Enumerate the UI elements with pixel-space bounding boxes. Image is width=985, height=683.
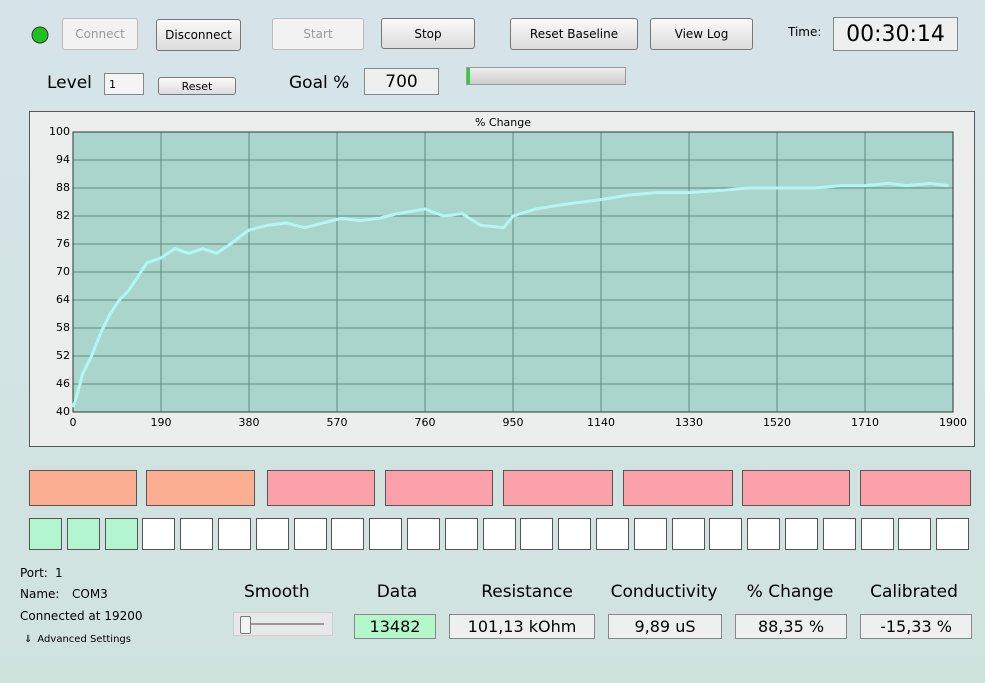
level-cell (293, 518, 327, 550)
status-led (31, 26, 49, 44)
x-tick-label: 950 (503, 416, 524, 429)
advanced-settings-toggle[interactable]: ⇓ Advanced Settings (24, 634, 131, 645)
level-cell (104, 518, 138, 550)
level-cell (407, 518, 440, 550)
y-tick-label: 82 (56, 209, 70, 222)
level-cell (596, 518, 629, 550)
level-cell (860, 518, 894, 550)
indicator-box (267, 470, 375, 506)
level-label: Level (47, 73, 92, 93)
readout-value: 9,89 uS (608, 614, 722, 639)
name-value: COM3 (72, 587, 108, 601)
indicator-box (29, 470, 137, 506)
level-reset-button[interactable]: Reset (158, 77, 236, 95)
start-button[interactable]: Start (272, 18, 364, 50)
level-cell (331, 518, 365, 550)
x-tick-label: 190 (151, 416, 172, 429)
goal-input[interactable]: 700 (364, 68, 439, 95)
level-cell (822, 518, 856, 550)
progress-fill (467, 68, 470, 84)
y-tick-label: 40 (56, 405, 70, 418)
view-log-button[interactable]: View Log (650, 18, 753, 50)
smooth-label: Smooth (244, 582, 310, 602)
time-label: Time: (788, 25, 822, 39)
readout-label: Data (376, 582, 418, 602)
chart-title: % Change (475, 116, 531, 129)
y-tick-label: 100 (49, 125, 70, 138)
indicator-box (503, 470, 613, 506)
readout-label: Conductivity (610, 582, 718, 602)
level-cell (444, 518, 478, 550)
level-cell (709, 518, 743, 550)
reset-baseline-button[interactable]: Reset Baseline (510, 18, 638, 50)
readout-label: Resistance (481, 582, 573, 602)
x-tick-label: 570 (327, 416, 348, 429)
indicator-box (385, 470, 493, 506)
level-cell (633, 518, 667, 550)
connect-button[interactable]: Connect (62, 18, 138, 50)
readout-value: 88,35 % (735, 614, 847, 639)
y-tick-label: 52 (56, 349, 70, 362)
progress-bar (466, 67, 626, 85)
indicator-box (742, 470, 850, 506)
smooth-slider[interactable] (233, 612, 333, 636)
indicator-box (860, 470, 971, 506)
y-tick-label: 94 (56, 153, 70, 166)
stop-button[interactable]: Stop (381, 18, 475, 49)
readout-label: Calibrated (870, 582, 958, 602)
y-tick-label: 88 (56, 181, 70, 194)
x-tick-label: 1710 (851, 416, 879, 429)
level-cell (671, 518, 705, 550)
x-tick-label: 760 (415, 416, 436, 429)
indicator-box (623, 470, 733, 506)
level-cell (255, 518, 289, 550)
level-cell (898, 518, 932, 550)
level-cell (482, 518, 516, 550)
level-cell (142, 518, 176, 550)
disconnect-button[interactable]: Disconnect (156, 19, 241, 51)
level-cell (785, 518, 818, 550)
level-cell (747, 518, 781, 550)
level-cell (369, 518, 403, 550)
chart: % Change 40 46 52 58 64 70 76 82 88 94 100 0 190 380 5… (29, 111, 975, 447)
x-tick-label: 0 (70, 416, 77, 429)
time-display: 00:30:14 (833, 17, 958, 51)
data-line (71, 181, 949, 408)
level-cell (66, 518, 100, 550)
y-tick-label: 76 (56, 237, 70, 250)
goal-label: Goal % (289, 73, 350, 93)
x-tick-label: 1520 (763, 416, 791, 429)
level-cell (520, 518, 554, 550)
level-input[interactable]: 1 (104, 73, 144, 95)
port-label: Port: (20, 566, 48, 580)
readout-value: -15,33 % (860, 614, 972, 639)
y-tick-label: 58 (56, 321, 70, 334)
indicator-box (146, 470, 255, 506)
readout-label: % Change (746, 582, 834, 602)
advanced-settings-text: Advanced Settings (37, 634, 131, 645)
plot-border (72, 131, 954, 413)
port-value: 1 (55, 566, 63, 580)
level-cell (29, 518, 62, 550)
y-tick-label: 46 (56, 377, 70, 390)
level-cell (218, 518, 251, 550)
level-cell (180, 518, 214, 550)
y-tick-label: 64 (56, 293, 70, 306)
connection-status: Connected at 19200 (20, 609, 143, 623)
level-cell (936, 518, 970, 550)
y-tick-label: 70 (56, 265, 70, 278)
readout-value: 101,13 kOhm (449, 614, 595, 639)
readout-value: 13482 (354, 614, 436, 639)
x-tick-label: 1140 (587, 416, 615, 429)
level-cell (558, 518, 592, 550)
name-label: Name: (20, 587, 60, 601)
x-tick-label: 1900 (939, 416, 967, 429)
x-tick-label: 380 (239, 416, 260, 429)
x-tick-label: 1330 (675, 416, 703, 429)
